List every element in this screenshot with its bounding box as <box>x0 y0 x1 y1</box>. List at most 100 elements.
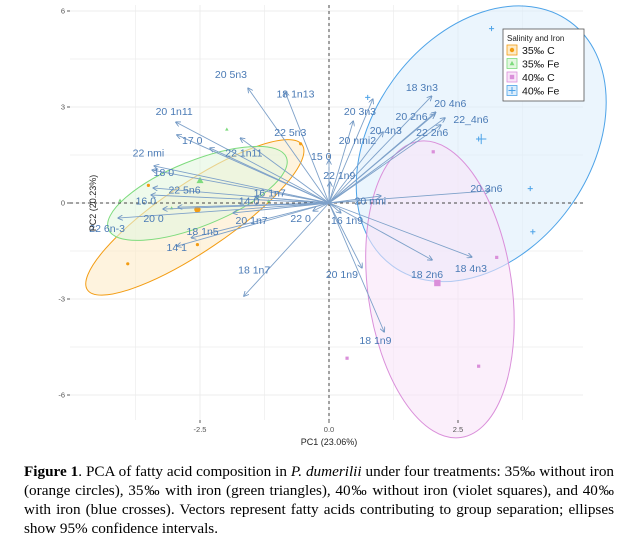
loading-vector <box>210 148 330 204</box>
loading-vector <box>328 196 381 204</box>
data-point <box>365 94 371 100</box>
legend-symbol-square <box>509 74 515 80</box>
vector-label: 22 5n6 <box>168 184 200 196</box>
vector-label: 20 1n11 <box>156 106 193 118</box>
vector-label: 18 1n5 <box>187 226 219 238</box>
loading-vector <box>328 112 436 204</box>
y-tick-label: 6 <box>61 7 65 16</box>
loading-vector <box>328 132 383 204</box>
vector-label: 14 1 <box>167 242 188 254</box>
loading-vector <box>328 202 341 213</box>
loading-vector <box>151 195 330 204</box>
loading-vector <box>118 202 330 218</box>
vector-label: 16 1n7 <box>254 188 286 200</box>
y-axis-label: PC2 (20.23%) <box>88 175 98 232</box>
vector-label: 16 0 <box>136 196 157 208</box>
figure-label: Figure 1 <box>24 463 79 480</box>
ellipse-40C <box>365 140 515 439</box>
vector-label: 20 nmi <box>355 196 387 208</box>
vector-label: 22 6n-3 <box>89 223 125 235</box>
loading-vector <box>176 122 330 204</box>
caption-text-1: . PCA of fatty acid composition in <box>78 463 291 480</box>
loading-vector <box>154 166 330 204</box>
data-points <box>118 26 536 368</box>
data-point <box>527 186 533 192</box>
group-centroid <box>196 176 204 184</box>
vector-label: 20 5n3 <box>215 69 247 81</box>
legend-title: Salinity and Iron <box>507 34 564 43</box>
loading-vector <box>328 202 384 332</box>
vector-label: 18 4n3 <box>455 263 487 275</box>
data-point <box>431 150 435 154</box>
legend-symbol-triangle <box>509 60 515 66</box>
loading-vector <box>328 125 441 204</box>
y-tick-label: -3 <box>58 295 65 304</box>
data-point <box>488 26 495 32</box>
loading-vector <box>328 118 445 204</box>
legend-label: 35‰ C <box>522 45 555 57</box>
vector-labels: 20 5n3 18 1n13 20 1n11 17 0 22 nmi 18 0 22 5n6… <box>89 69 502 347</box>
y-tick-label: 0 <box>61 199 65 208</box>
loading-vector <box>248 88 330 204</box>
y-tick-label: 3 <box>61 103 65 112</box>
caption-text-2: under four treatments: 35‰ without iron … <box>24 463 615 537</box>
x-axis-label: PC1 (23.06%) <box>301 437 358 447</box>
data-point <box>495 255 499 259</box>
data-point <box>477 364 481 368</box>
group-centroid <box>194 206 201 213</box>
data-point <box>146 183 150 187</box>
group-centroid <box>434 279 441 287</box>
vector-label: 20 0 <box>143 213 164 225</box>
vector-label: 18 1n13 <box>276 88 314 100</box>
legend-symbol-cross <box>508 86 516 95</box>
vector-label: 22 2n6 <box>416 127 448 139</box>
loading-vector <box>178 202 330 207</box>
vector-label: 22_4n6 <box>453 114 488 126</box>
y-tick-label: -6 <box>58 391 65 400</box>
vector-label: 17 0 <box>182 135 203 147</box>
loading-vector <box>177 202 330 246</box>
loading-vector <box>328 202 362 268</box>
x-tick-label: -2.5 <box>194 425 207 434</box>
reference-lines <box>70 5 583 420</box>
x-tick-label: 0.0 <box>324 425 334 434</box>
group-centroid <box>476 133 487 145</box>
vector-label: 18 1n7 <box>238 264 270 276</box>
vector-label: 18 3n3 <box>406 82 438 94</box>
data-point <box>195 243 200 247</box>
legend-symbol-circle <box>509 47 515 53</box>
figure-caption: Figure 1. PCA of fatty acid composition … <box>24 462 614 538</box>
legend-label: 40‰ C <box>522 72 555 84</box>
loading-vector <box>152 170 330 204</box>
vector-label: 22 0 <box>290 213 311 225</box>
loading-vector <box>313 202 330 211</box>
loading-vector <box>255 197 330 204</box>
x-tick-label: 2.5 <box>453 425 463 434</box>
vector-label: 14 0 <box>239 196 260 208</box>
vector-label: 16 1n9 <box>331 215 363 227</box>
species-name: P. dumerilii <box>290 463 362 480</box>
vector-label: 18 0 <box>154 167 175 179</box>
loading-vector <box>328 99 373 204</box>
loading-vector <box>328 96 432 204</box>
legend-label: 40‰ Fe <box>522 86 560 98</box>
legend-label: 35‰ Fe <box>522 59 560 71</box>
vector-label: 20 3n3 <box>344 106 376 118</box>
loading-vector <box>233 202 330 213</box>
loading-vector <box>329 182 330 204</box>
vector-label: 20 2n6 <box>395 111 427 123</box>
vector-label: 22 nmi <box>133 148 165 160</box>
data-point <box>530 229 536 235</box>
vector-label: 22 1n9 <box>323 170 355 182</box>
vector-label: 20 1n9 <box>326 269 358 281</box>
loading-vector <box>328 202 432 260</box>
loading-vector <box>328 121 353 204</box>
vector-label: 22 5n3 <box>274 127 306 139</box>
vector-label: 20 4n3 <box>370 125 402 137</box>
vector-label: 20 4n6 <box>434 98 466 110</box>
vector-label: 22 1n11 <box>225 148 262 160</box>
loading-vector <box>191 202 330 238</box>
vector-label: 18 2n6 <box>411 269 443 281</box>
data-point <box>118 198 122 202</box>
